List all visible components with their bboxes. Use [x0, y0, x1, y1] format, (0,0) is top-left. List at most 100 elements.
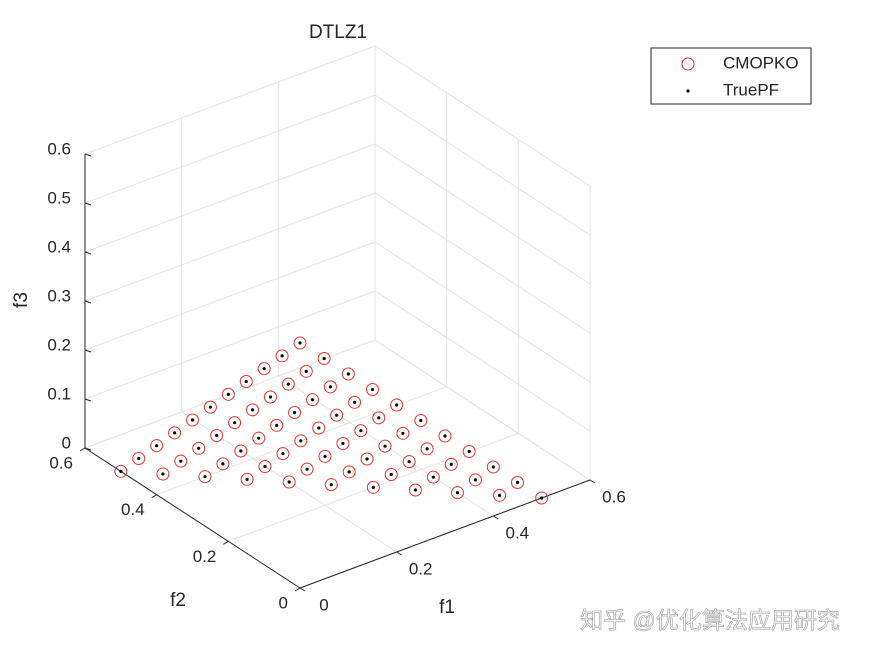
point [431, 475, 435, 479]
point [287, 480, 291, 484]
legend-box [650, 47, 812, 105]
point [156, 467, 170, 481]
legend: CMOPKO TruePF [650, 47, 812, 105]
x-tick [493, 515, 499, 520]
z-tick [84, 251, 92, 255]
point [414, 414, 428, 427]
point [226, 392, 230, 396]
grid-line [84, 143, 376, 253]
point [444, 457, 458, 471]
y-tick [79, 447, 86, 452]
point [377, 416, 381, 420]
point [347, 470, 351, 474]
point [438, 429, 452, 443]
point [323, 454, 327, 458]
point [298, 341, 302, 345]
point [335, 413, 339, 417]
point [246, 403, 259, 417]
point [341, 367, 355, 381]
point [150, 439, 164, 453]
point [263, 464, 267, 469]
point [239, 449, 243, 453]
point [234, 444, 248, 458]
point [493, 488, 507, 502]
point [497, 493, 502, 497]
point [299, 439, 303, 443]
point [686, 89, 690, 93]
point [455, 491, 460, 495]
point [317, 352, 331, 365]
point [281, 377, 295, 391]
point [371, 485, 375, 489]
point [276, 447, 290, 461]
x-tick-label: 0 [319, 595, 328, 614]
point [346, 372, 350, 376]
grid-line [374, 241, 591, 383]
point [401, 431, 405, 435]
point [318, 449, 332, 463]
point [294, 434, 308, 448]
point [491, 465, 495, 469]
point [425, 447, 429, 451]
z-tick-label: 0.2 [47, 335, 71, 354]
grid-line [84, 339, 376, 449]
point [172, 431, 177, 435]
point [473, 478, 478, 482]
point [348, 395, 362, 409]
point [221, 462, 225, 466]
point [372, 411, 386, 425]
point [114, 464, 128, 478]
point [197, 446, 201, 450]
point [328, 385, 333, 389]
point [281, 452, 285, 456]
point [384, 468, 398, 481]
point [155, 444, 159, 448]
point [292, 410, 297, 415]
point [317, 426, 321, 430]
z-tick [84, 398, 92, 402]
point [366, 480, 380, 494]
x-tick-label: 0.4 [506, 523, 530, 542]
point [257, 436, 261, 440]
point [216, 457, 230, 471]
point [383, 444, 387, 448]
grid-line [84, 94, 376, 204]
point [208, 405, 213, 409]
point [336, 437, 350, 450]
point [198, 470, 212, 484]
point [366, 383, 379, 396]
z-tick-label: 0 [62, 433, 71, 452]
grid-line [84, 192, 376, 302]
z-tick [84, 300, 92, 304]
z-tick-label: 0.4 [47, 237, 71, 256]
y-axis-title: f2 [170, 590, 186, 611]
legend-label: CMOPKO [723, 53, 799, 72]
point [299, 364, 313, 378]
point [540, 496, 544, 500]
point [389, 472, 393, 477]
point [443, 434, 447, 438]
point [426, 470, 440, 484]
point [681, 57, 695, 71]
point [250, 408, 255, 412]
marks [114, 336, 549, 505]
grid-line [84, 290, 376, 400]
point [330, 408, 344, 422]
point [515, 480, 520, 485]
axis-line [84, 447, 301, 589]
point [535, 491, 549, 505]
point [360, 452, 374, 466]
y-tick [223, 540, 229, 545]
point [263, 390, 277, 404]
point [275, 349, 289, 363]
point [280, 354, 284, 358]
point [342, 465, 356, 479]
y-tick [151, 494, 157, 499]
point [240, 472, 254, 486]
point [179, 459, 183, 463]
grid-line [374, 192, 591, 334]
point [161, 472, 165, 476]
point [323, 380, 337, 394]
point [119, 469, 123, 473]
point [245, 477, 249, 481]
